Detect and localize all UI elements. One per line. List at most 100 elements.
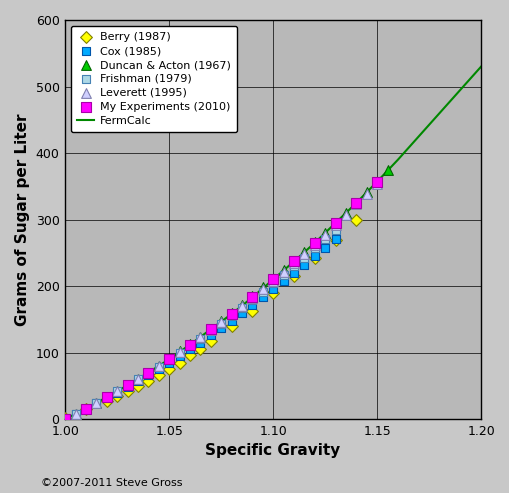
My Experiments (2010): [352, 199, 360, 207]
My Experiments (2010): [81, 405, 90, 413]
My Experiments (2010): [144, 369, 152, 377]
Frishman (1979): [144, 369, 152, 377]
Berry (1987): [175, 359, 183, 367]
Duncan & Acton (1967): [113, 387, 121, 395]
Frishman (1979): [175, 350, 183, 357]
FermCalc: [436, 110, 442, 116]
My Experiments (2010): [289, 257, 297, 265]
FermCalc: [207, 326, 213, 332]
Frishman (1979): [113, 387, 121, 395]
Leverett (1995): [258, 285, 266, 293]
Leverett (1995): [341, 211, 349, 219]
Leverett (1995): [196, 333, 204, 341]
Frishman (1979): [206, 327, 214, 335]
Legend: Berry (1987), Cox (1985), Duncan & Acton (1967), Frishman (1979), Leverett (1995: Berry (1987), Cox (1985), Duncan & Acton…: [71, 26, 237, 132]
Leverett (1995): [175, 348, 183, 356]
Leverett (1995): [362, 190, 370, 198]
Berry (1987): [310, 254, 318, 262]
FermCalc: [62, 416, 68, 422]
Duncan & Acton (1967): [196, 333, 204, 341]
My Experiments (2010): [185, 341, 193, 349]
Cox (1985): [123, 383, 131, 391]
Cox (1985): [248, 301, 256, 309]
Duncan & Acton (1967): [144, 369, 152, 377]
Frishman (1979): [61, 415, 69, 423]
Leverett (1995): [248, 294, 256, 302]
Berry (1987): [248, 307, 256, 315]
Leverett (1995): [81, 405, 90, 413]
Frishman (1979): [165, 356, 173, 364]
FermCalc: [290, 258, 296, 264]
Leverett (1995): [61, 415, 69, 423]
Line: FermCalc: FermCalc: [65, 67, 480, 419]
Duncan & Acton (1967): [310, 238, 318, 246]
My Experiments (2010): [372, 177, 380, 185]
My Experiments (2010): [331, 219, 339, 227]
Berry (1987): [206, 337, 214, 345]
Cox (1985): [331, 235, 339, 243]
FermCalc: [415, 134, 421, 140]
Berry (1987): [269, 289, 277, 297]
Frishman (1979): [269, 280, 277, 287]
Cox (1985): [320, 244, 328, 251]
Frishman (1979): [154, 363, 162, 371]
My Experiments (2010): [248, 293, 256, 301]
Duncan & Acton (1967): [123, 381, 131, 389]
Cox (1985): [175, 352, 183, 360]
Duncan & Acton (1967): [237, 301, 245, 309]
My Experiments (2010): [206, 325, 214, 333]
Frishman (1979): [71, 410, 79, 418]
FermCalc: [82, 406, 89, 412]
Cox (1985): [154, 365, 162, 373]
Cox (1985): [71, 410, 79, 418]
My Experiments (2010): [61, 415, 69, 423]
Cox (1985): [300, 261, 308, 269]
Leverett (1995): [331, 221, 339, 229]
Cox (1985): [217, 324, 225, 332]
Duncan & Acton (1967): [289, 257, 297, 265]
Duncan & Acton (1967): [320, 229, 328, 237]
Cox (1985): [102, 394, 110, 402]
Duncan & Acton (1967): [372, 177, 380, 185]
FermCalc: [270, 277, 276, 282]
Cox (1985): [81, 405, 90, 413]
Duncan & Acton (1967): [269, 275, 277, 283]
FermCalc: [477, 64, 483, 70]
Cox (1985): [133, 377, 142, 385]
Berry (1987): [331, 236, 339, 244]
Berry (1987): [61, 414, 69, 422]
My Experiments (2010): [310, 239, 318, 247]
FermCalc: [228, 311, 234, 317]
Duncan & Acton (1967): [175, 348, 183, 355]
Leverett (1995): [92, 399, 100, 407]
Leverett (1995): [113, 387, 121, 395]
Leverett (1995): [372, 180, 380, 188]
Cox (1985): [227, 317, 235, 325]
Frishman (1979): [310, 244, 318, 252]
FermCalc: [353, 200, 359, 206]
Leverett (1995): [154, 362, 162, 370]
Frishman (1979): [102, 393, 110, 401]
Frishman (1979): [258, 288, 266, 296]
Cox (1985): [289, 270, 297, 278]
Frishman (1979): [217, 320, 225, 328]
Cox (1985): [258, 293, 266, 301]
Cox (1985): [144, 371, 152, 379]
Leverett (1995): [352, 200, 360, 208]
FermCalc: [373, 178, 379, 184]
Leverett (1995): [217, 318, 225, 326]
Duncan & Acton (1967): [362, 188, 370, 196]
FermCalc: [103, 394, 109, 400]
Frishman (1979): [92, 399, 100, 407]
Berry (1987): [154, 371, 162, 379]
Cox (1985): [269, 285, 277, 293]
Cox (1985): [237, 310, 245, 317]
Berry (1987): [102, 396, 110, 404]
Frishman (1979): [320, 235, 328, 243]
Berry (1987): [165, 365, 173, 373]
Duncan & Acton (1967): [352, 199, 360, 207]
Leverett (1995): [206, 326, 214, 334]
Duncan & Acton (1967): [331, 219, 339, 227]
Berry (1987): [133, 382, 142, 390]
Leverett (1995): [144, 369, 152, 377]
